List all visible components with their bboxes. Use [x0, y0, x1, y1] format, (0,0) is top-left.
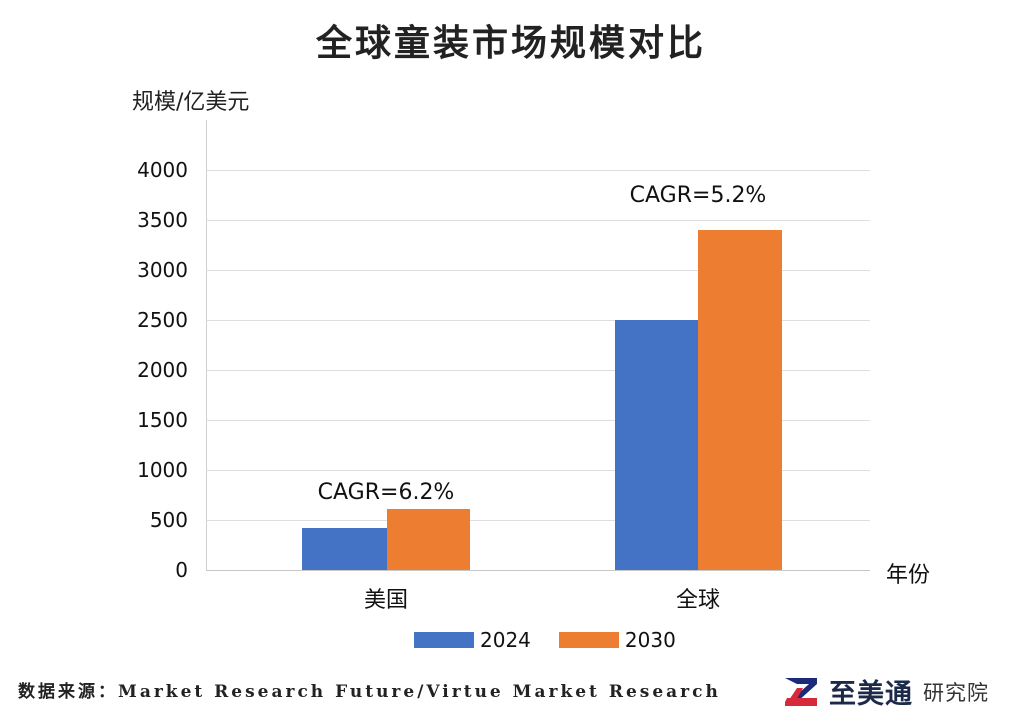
y-tick: 4000	[137, 158, 188, 182]
bar-global-2024	[615, 320, 698, 570]
gridline-3000	[206, 270, 870, 271]
gridline-1000	[206, 470, 870, 471]
y-tick: 500	[149, 508, 188, 532]
chart-title: 全球童装市场规模对比	[315, 23, 706, 64]
legend-swatch-2024	[414, 632, 474, 648]
x-category-us: 美国	[363, 588, 408, 613]
y-tick: 1500	[137, 408, 188, 432]
gridline-2000	[206, 370, 870, 371]
logo-sub-text: 研究院	[923, 680, 989, 705]
gridline-500	[206, 520, 870, 521]
bar-us-2030	[387, 509, 470, 570]
logo-brand-text: 至美通	[829, 679, 913, 710]
y-tick: 3500	[137, 208, 188, 232]
cagr-annotation-us: CAGR=6.2%	[317, 480, 455, 505]
gridline-1500	[206, 420, 870, 421]
legend-label-2024: 2024	[480, 628, 531, 652]
legend-item-2030: 2030	[558, 628, 676, 652]
y-tick: 2000	[137, 358, 188, 382]
bar-us-2024	[302, 528, 387, 570]
brand-logo: 至美通 研究院	[783, 672, 989, 711]
gridline-2500	[206, 320, 870, 321]
y-tick: 3000	[137, 258, 188, 282]
legend-item-2024: 2024	[414, 628, 531, 652]
y-axis-label: 规模/亿美元	[132, 90, 250, 115]
gridline-4000	[206, 170, 870, 171]
zmt-logo-icon	[785, 677, 817, 706]
bar-global-2030	[698, 230, 782, 570]
legend-swatch-2030	[558, 632, 619, 648]
y-tick: 1000	[137, 458, 188, 482]
legend-label-2030: 2030	[624, 628, 676, 652]
gridline-0	[206, 570, 870, 571]
y-axis-line	[206, 120, 207, 570]
y-tick: 2500	[137, 308, 188, 332]
legend: 2024 2030	[414, 628, 704, 652]
y-tick: 0	[175, 558, 188, 582]
cagr-annotation-global: CAGR=5.2%	[629, 183, 767, 208]
data-source: 数据来源：Market Research Future/Virtue Marke…	[18, 682, 721, 702]
x-axis-label: 年份	[886, 563, 931, 588]
gridline-3500	[206, 220, 870, 221]
x-category-global: 全球	[675, 588, 720, 613]
